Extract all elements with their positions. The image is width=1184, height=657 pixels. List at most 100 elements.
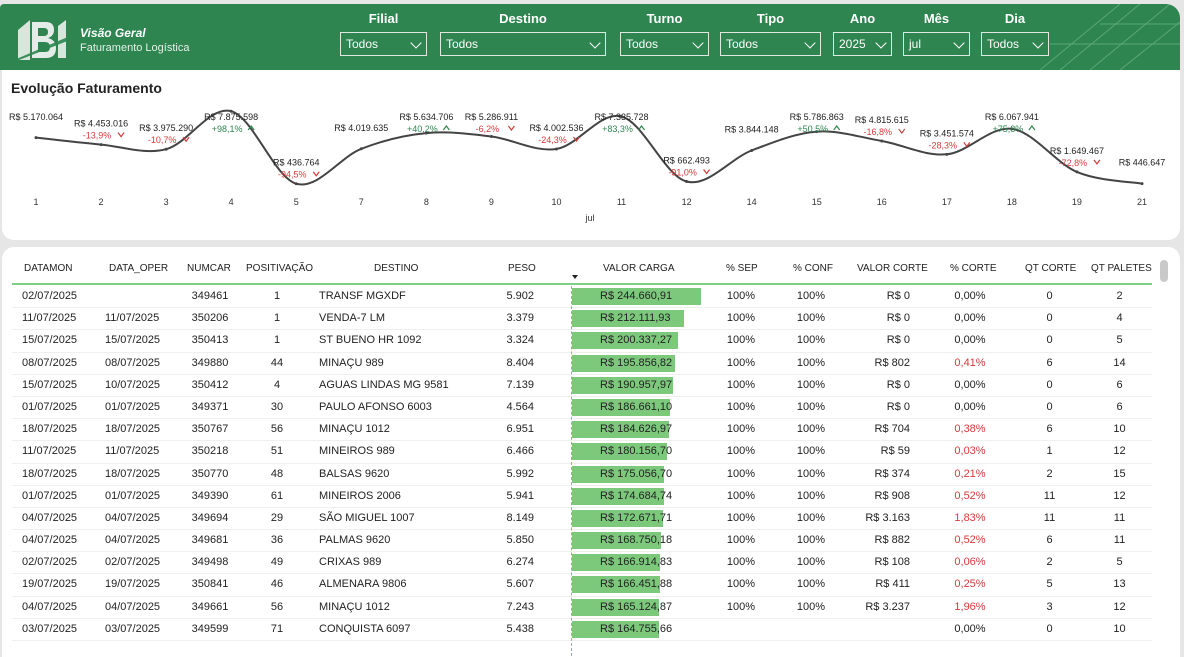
data-label: R$ 662.493	[663, 156, 710, 166]
x-tick-label: 4	[229, 197, 234, 207]
x-tick-label: 21	[1137, 197, 1147, 207]
col-datamon[interactable]: DATAMON	[24, 263, 73, 274]
col-positivacao[interactable]: POSITIVAÇÃO	[246, 263, 314, 274]
filter-mes-dropdown[interactable]: jul	[903, 32, 970, 56]
change-label: -10,7%	[148, 135, 177, 145]
data-point	[34, 136, 38, 140]
col-conf[interactable]: % CONF	[793, 263, 833, 274]
cell-datamon: 11/07/2025	[22, 312, 77, 325]
arrow-down-icon	[963, 141, 971, 148]
arrow-down-icon	[312, 171, 320, 177]
data-point	[1140, 182, 1144, 186]
data-point	[229, 109, 233, 113]
change-label: -72,8%	[1059, 158, 1088, 168]
cell-qt-corte: 0	[1046, 312, 1053, 325]
col-numcar[interactable]: NUMCAR	[187, 263, 231, 274]
cell-valor-carga: R$ 175.056,70	[600, 467, 673, 480]
cell-peso: 5.438	[506, 622, 534, 635]
bar-baseline	[571, 286, 572, 656]
cell-positivacao: 71	[270, 622, 284, 635]
filter-dia-dropdown[interactable]: Todos	[981, 32, 1049, 56]
table-row[interactable]: 19/07/2025 19/07/2025 350841 46 ALMENARA 980…	[12, 574, 1152, 597]
cell-numcar: 349371	[191, 400, 229, 413]
filter-turno-dropdown[interactable]: Todos	[620, 32, 709, 56]
col-pct-corte[interactable]: % CORTE	[950, 263, 997, 274]
data-point	[359, 147, 363, 151]
cell-sep: 100%	[726, 312, 756, 325]
cell-data-oper: 01/07/2025	[105, 489, 161, 502]
col-valor-corte[interactable]: VALOR CORTE	[857, 263, 928, 274]
chevron-down-icon	[804, 37, 816, 49]
col-qt-corte[interactable]: QT CORTE	[1025, 263, 1077, 274]
table-row[interactable]: 03/07/2025 03/07/2025 349599 71 CONQUISTA 60…	[12, 619, 1152, 641]
cell-valor-corte: R$ 0	[886, 378, 910, 391]
filter-filial-dropdown[interactable]: Todos	[340, 32, 427, 56]
table-row[interactable]: 18/07/2025 18/07/2025 350767 56 MINAÇU 1012 6…	[12, 419, 1152, 442]
cell-qt-paletes: 5	[1116, 334, 1123, 347]
valor-carga-bar	[572, 532, 661, 550]
filter-tipo-dropdown[interactable]: Todos	[720, 32, 821, 56]
cell-peso: 5.850	[506, 534, 534, 547]
table-row[interactable]: 11/07/2025 11/07/2025 350206 1 VENDA-7 LM 3.3…	[12, 308, 1152, 331]
table-row[interactable]: 18/07/2025 18/07/2025 350770 48 BALSAS 9620 5…	[12, 464, 1152, 486]
table-row[interactable]: 04/07/2025 04/07/2025 349681 36 PALMAS 9620 5…	[12, 530, 1152, 553]
cell-conf: 100%	[796, 423, 826, 436]
cell-valor-corte: R$ 108	[874, 556, 910, 569]
col-destino[interactable]: DESTINO	[374, 263, 419, 274]
table-row[interactable]: 02/07/2025 02/07/2025 349498 49 CRIXAS 989 6.…	[12, 552, 1152, 575]
filter-ano-value: 2025	[839, 37, 866, 51]
table-row[interactable]: 08/07/2025 08/07/2025 349880 44 MINAÇU 989 8.…	[12, 353, 1152, 375]
cell-sep: 100%	[726, 556, 756, 569]
data-point	[880, 139, 884, 143]
table-row[interactable]: 01/07/2025 01/07/2025 349390 61 MINEIROS 200…	[12, 486, 1152, 508]
table-row[interactable]: 15/07/2025 10/07/2025 350412 4 AGUAS LINDAS …	[12, 375, 1152, 397]
cell-conf: 100%	[796, 334, 826, 347]
cell-conf: 100%	[796, 467, 826, 480]
cell-qt-paletes: 6	[1116, 378, 1123, 391]
cell-positivacao: 30	[270, 400, 284, 413]
table-row[interactable]: 11/07/2025 11/07/2025 350218 51 MINEIROS 989…	[12, 441, 1152, 464]
cell-conf: 100%	[796, 356, 826, 369]
col-qt-paletes[interactable]: QT PALETES	[1091, 263, 1152, 274]
col-data-oper[interactable]: DATA_OPER	[109, 263, 169, 274]
cell-numcar: 349661	[191, 600, 229, 613]
col-peso[interactable]: PESO	[508, 263, 536, 274]
x-tick-label: 16	[877, 197, 887, 207]
cell-data-oper: 03/07/2025	[105, 622, 161, 635]
cell-valor-corte: R$ 704	[874, 423, 910, 436]
cell-data-oper: 02/07/2025	[105, 556, 161, 569]
cell-sep: 100%	[726, 578, 756, 591]
cell-conf: 100%	[796, 511, 826, 524]
filter-dia: Dia Todos	[981, 12, 1049, 56]
cell-peso: 5.992	[506, 467, 534, 480]
cell-valor-carga: R$ 212.111,93	[600, 312, 671, 325]
data-label: R$ 4.002.536	[529, 123, 583, 133]
col-sep[interactable]: % SEP	[726, 263, 758, 274]
cell-conf: 100%	[796, 489, 826, 502]
cell-numcar: 349390	[191, 489, 229, 502]
cell-qt-corte: 0	[1046, 334, 1053, 347]
cell-destino: MINAÇU 989	[319, 356, 384, 369]
cell-qt-paletes: 5	[1116, 556, 1123, 569]
arrow-up-icon	[442, 125, 450, 131]
col-valor-carga[interactable]: VALOR CARGA	[603, 263, 675, 274]
table-row[interactable]: 15/07/2025 15/07/2025 350413 1 ST BUENO HR 1…	[12, 330, 1152, 353]
cell-datamon: 04/07/2025	[22, 511, 78, 524]
table-row[interactable]: 02/07/2025 349461 1 TRANSF MGXDF 5.902 R$ 244…	[12, 286, 1152, 309]
cell-sep: 100%	[726, 423, 756, 436]
vertical-scrollbar[interactable]	[1160, 260, 1168, 282]
cell-qt-corte: 1	[1046, 445, 1053, 458]
cell-qt-paletes: 11	[1113, 534, 1126, 547]
filter-destino-dropdown[interactable]: Todos	[440, 32, 606, 56]
table-row[interactable]: 01/07/2025 01/07/2025 349371 30 PAULO AFONSO…	[12, 397, 1152, 420]
cell-qt-paletes: 2	[1116, 290, 1123, 302]
filter-ano-dropdown[interactable]: 2025	[833, 32, 892, 56]
data-label: R$ 3.975.290	[139, 123, 193, 133]
cell-positivacao: 29	[270, 511, 284, 524]
cell-valor-carga: R$ 190.957,97	[600, 378, 673, 391]
cell-sep: 100%	[726, 511, 756, 524]
cell-datamon: 02/07/2025	[22, 556, 78, 569]
table-row[interactable]: 04/07/2025 04/07/2025 349694 29 SÃO MIGUEL 1…	[12, 508, 1152, 531]
table-row[interactable]: 04/07/2025 04/07/2025 349661 56 MINAÇU 1012 7…	[12, 597, 1152, 619]
x-tick-label: 15	[812, 197, 822, 207]
